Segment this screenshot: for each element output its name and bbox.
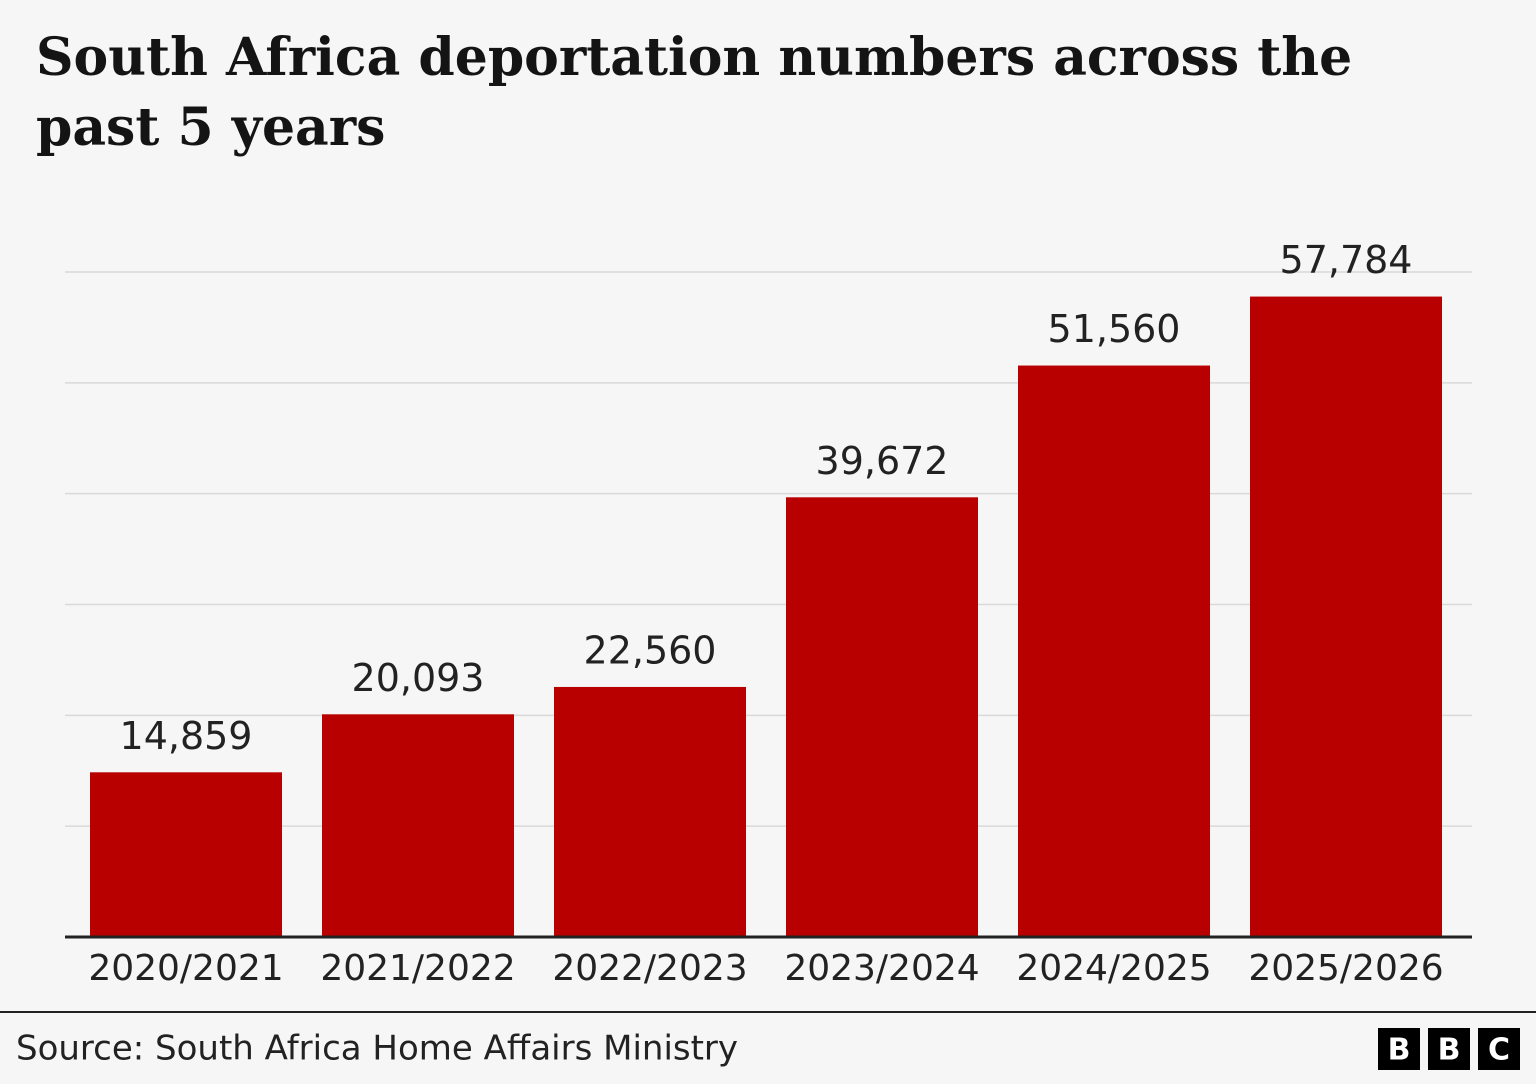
x-tick-label: 2021/2022 <box>320 948 515 989</box>
x-tick-label: 2020/2021 <box>88 948 283 989</box>
value-label: 20,093 <box>352 656 485 700</box>
x-tick-label: 2025/2026 <box>1248 948 1443 989</box>
logo-box <box>1378 1028 1420 1070</box>
logo-box <box>1478 1028 1520 1070</box>
value-label: 39,672 <box>816 439 949 483</box>
value-label: 51,560 <box>1048 307 1181 351</box>
x-tick-label: 2024/2025 <box>1016 948 1211 989</box>
bar <box>90 772 282 937</box>
value-label: 57,784 <box>1280 238 1413 282</box>
logo-letter: B <box>1438 1033 1461 1068</box>
bar <box>1018 365 1210 937</box>
chart-title: South Africa deportation numbers across … <box>36 27 1352 158</box>
logo-letter: C <box>1488 1033 1510 1068</box>
bar <box>554 686 746 937</box>
bar <box>786 497 978 937</box>
value-label: 22,560 <box>584 628 717 672</box>
x-tick-label: 2023/2024 <box>784 948 979 989</box>
bar <box>1250 296 1442 937</box>
bar <box>322 714 514 937</box>
logo-box <box>1428 1028 1470 1070</box>
value-label: 14,859 <box>120 714 253 758</box>
source: Source: South Africa Home Affairs Minist… <box>16 1029 738 1069</box>
logo-letter: B <box>1388 1033 1411 1068</box>
x-tick-label: 2022/2023 <box>552 948 747 989</box>
